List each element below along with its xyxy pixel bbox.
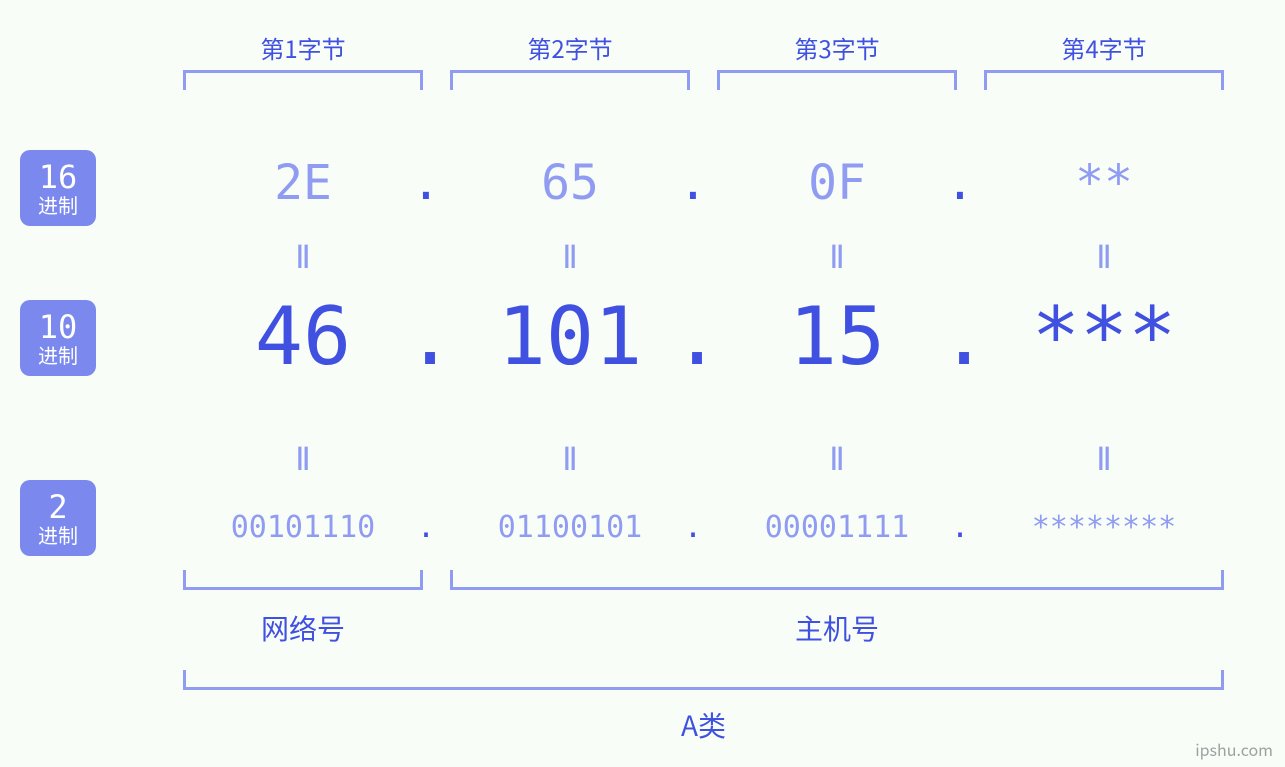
bin-byte-4: ******** — [984, 510, 1224, 545]
base-badge-hex-sub: 进制 — [38, 195, 78, 215]
byte-header-1: 第1字节 — [223, 30, 383, 65]
bin-dot-2: . — [673, 510, 713, 545]
hex-dot-2: . — [673, 155, 713, 211]
equals-row2-col4: ǁ — [1084, 440, 1124, 478]
equals-row2-col2: ǁ — [550, 440, 590, 478]
equals-row1-col1: ǁ — [283, 238, 323, 276]
hex-byte-2: 65 — [450, 155, 690, 211]
byte-header-2: 第2字节 — [490, 30, 650, 65]
bin-byte-2: 01100101 — [450, 510, 690, 545]
dec-dot-1: . — [406, 290, 446, 383]
byte-header-3: 第3字节 — [757, 30, 917, 65]
dec-byte-2: 101 — [450, 290, 690, 383]
dec-dot-2: . — [673, 290, 713, 383]
base-badge-dec: 10进制 — [20, 300, 96, 376]
equals-row2-col3: ǁ — [817, 440, 857, 478]
equals-row1-col3: ǁ — [817, 238, 857, 276]
byte-header-4: 第4字节 — [1024, 30, 1184, 65]
bin-dot-3: . — [940, 510, 980, 545]
byte-bracket-top-4 — [984, 70, 1224, 90]
base-badge-hex: 16进制 — [20, 150, 96, 226]
canvas-bg — [0, 0, 1285, 767]
bin-byte-3: 00001111 — [717, 510, 957, 545]
equals-row1-col2: ǁ — [550, 238, 590, 276]
dec-dot-3: . — [940, 290, 980, 383]
bin-byte-1: 00101110 — [183, 510, 423, 545]
base-badge-hex-number: 16 — [39, 161, 78, 193]
equals-row2-col1: ǁ — [283, 440, 323, 478]
hex-byte-1: 2E — [183, 155, 423, 211]
dec-byte-1: 46 — [183, 290, 423, 383]
hex-dot-3: . — [940, 155, 980, 211]
base-badge-bin-number: 2 — [48, 491, 67, 523]
byte-bracket-top-1 — [183, 70, 423, 90]
watermark-text: ipshu.com — [1195, 737, 1273, 761]
hex-dot-1: . — [406, 155, 446, 211]
dec-byte-4: *** — [984, 290, 1224, 383]
hex-byte-3: 0F — [717, 155, 957, 211]
byte-bracket-top-2 — [450, 70, 690, 90]
base-badge-dec-sub: 进制 — [38, 345, 78, 365]
base-badge-dec-number: 10 — [39, 311, 78, 343]
host-bracket — [450, 570, 1224, 590]
base-badge-bin: 2进制 — [20, 480, 96, 556]
hex-byte-4: ** — [984, 155, 1224, 211]
network-bracket — [183, 570, 423, 590]
class-bracket — [183, 670, 1224, 690]
equals-row1-col4: ǁ — [1084, 238, 1124, 276]
dec-byte-3: 15 — [717, 290, 957, 383]
byte-bracket-top-3 — [717, 70, 957, 90]
base-badge-bin-sub: 进制 — [38, 525, 78, 545]
bin-dot-1: . — [406, 510, 446, 545]
network-label: 网络号 — [183, 608, 423, 648]
class-label: A类 — [183, 705, 1224, 745]
host-label: 主机号 — [450, 608, 1224, 648]
